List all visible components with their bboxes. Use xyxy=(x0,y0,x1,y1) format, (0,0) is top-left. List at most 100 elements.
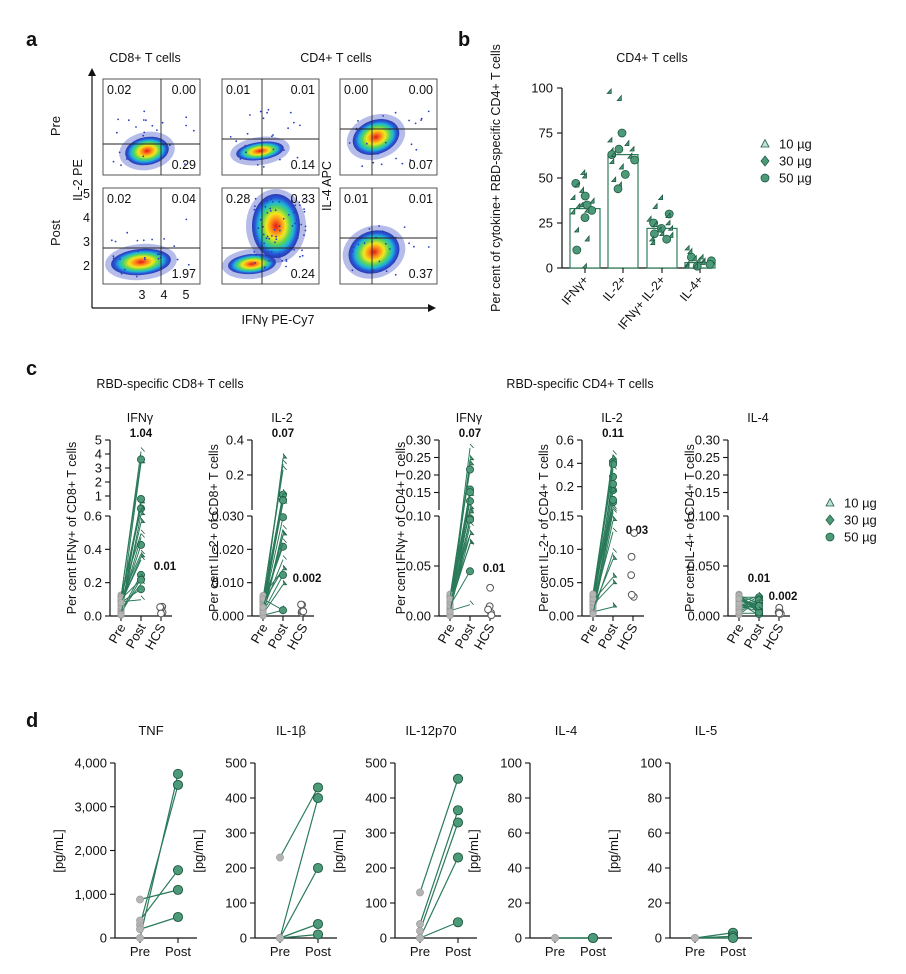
d-xtick-label: Pre xyxy=(685,944,705,959)
b-point xyxy=(662,234,672,244)
b-point xyxy=(668,231,674,238)
c-post-point xyxy=(612,450,617,455)
flow-event-dot xyxy=(118,151,121,154)
c-ytick-label: 0.6 xyxy=(556,433,574,448)
legend-marker xyxy=(825,532,835,542)
c-post-point xyxy=(612,527,617,533)
flow-plot: 0.28 0.33 0.24 xyxy=(221,187,320,285)
c-hcs-value: 0.002 xyxy=(769,591,798,603)
c-hcs-value: 0.01 xyxy=(154,561,177,573)
b-point xyxy=(573,226,580,233)
d-pre-point xyxy=(416,920,424,928)
d-ytick-label: 300 xyxy=(225,826,247,841)
d-plot-title: IL-5 xyxy=(695,723,717,738)
c-post-point xyxy=(469,540,474,545)
b-point xyxy=(665,219,671,226)
flow-event-dot xyxy=(290,201,293,203)
c-hcs-point xyxy=(487,611,496,620)
d-post-point xyxy=(172,768,184,779)
c-pre-point xyxy=(446,608,454,616)
flow-event-dot xyxy=(385,270,388,273)
c-hcs-point xyxy=(157,609,165,618)
flow-event-dot xyxy=(403,226,406,229)
c-ytick-label: 0.25 xyxy=(695,450,720,465)
c-post-point xyxy=(469,600,474,605)
flow-event-dot xyxy=(255,254,257,257)
b-point xyxy=(606,87,612,94)
c-post-point xyxy=(140,504,146,510)
b-point xyxy=(620,169,630,179)
d-post-point xyxy=(452,805,464,816)
d-ytick-label: 3,000 xyxy=(74,799,107,814)
c-pair-line xyxy=(120,508,142,598)
flow-event-dot xyxy=(161,121,164,124)
c-plot-ylabel: Per cent IL-2+ of CD8+ T cells xyxy=(207,444,221,612)
c-post-point xyxy=(282,453,288,459)
legend-label: 10 µg xyxy=(844,496,877,511)
flow-event-dot xyxy=(271,235,273,237)
c-ytick-label: 1 xyxy=(95,489,102,504)
c-hcs-point xyxy=(775,609,784,618)
flow-event-dot xyxy=(361,165,364,168)
c-plot-ylabel: Per cent IFNγ+ of CD4+ T cells xyxy=(394,442,408,615)
flow-event-dot xyxy=(192,129,195,132)
c-ytick-label: 0.000 xyxy=(211,609,244,624)
c-pre-point xyxy=(117,599,125,607)
b-ytick-label: 25 xyxy=(539,216,553,231)
c-post-value: 0.07 xyxy=(459,428,481,440)
c-ytick-label: 0.30 xyxy=(695,433,720,448)
c-post-point xyxy=(469,538,475,544)
c-hcs-point xyxy=(627,552,636,561)
b-point xyxy=(581,171,587,179)
flow-event-dot xyxy=(123,268,126,271)
c-hcs-value: 0.01 xyxy=(483,563,506,575)
c-post-point xyxy=(465,465,474,474)
flow-event-dot xyxy=(301,249,303,252)
d-ytick-label: 40 xyxy=(508,861,522,876)
d-plot-ylabel: [pg/mL] xyxy=(331,829,346,872)
b-point xyxy=(617,128,627,138)
flow-event-dot xyxy=(156,129,158,132)
c-post-point xyxy=(282,465,287,471)
flow-event-dot xyxy=(127,119,130,122)
flow-event-dot xyxy=(303,234,305,237)
c-pair-line xyxy=(262,463,284,601)
c-hcs-value: 0.002 xyxy=(293,573,322,585)
d-ytick-label: 1,000 xyxy=(74,887,107,902)
flow-event-dot xyxy=(157,257,160,260)
flow-event-dot xyxy=(297,234,299,237)
d-post-point xyxy=(312,782,324,793)
c-pair-line xyxy=(738,598,760,612)
flow-event-dot xyxy=(245,151,247,154)
d-plot: IL-4 [pg/mL] 0 20 40 60 80 100 Pre Post xyxy=(466,723,612,959)
c-xtick-label: HCS xyxy=(142,621,169,653)
flow-density-blob xyxy=(348,230,400,274)
y-arrow-head xyxy=(88,68,96,76)
c-ytick-label: 0.15 xyxy=(549,509,574,524)
flow-event-dot xyxy=(275,235,277,238)
b-point xyxy=(691,254,697,262)
flow-event-dot xyxy=(275,238,278,241)
flow-event-dot xyxy=(295,219,298,221)
c-pre-point xyxy=(735,595,743,603)
flow-event-dot xyxy=(274,209,277,212)
b-point xyxy=(630,155,639,165)
flow-event-dot xyxy=(163,238,166,240)
c-ytick-label: 0.6 xyxy=(84,509,102,524)
row-label-post: Post xyxy=(48,220,63,246)
flow-event-dot xyxy=(395,157,397,160)
c-hcs-point xyxy=(484,605,492,614)
flow-event-dot xyxy=(394,111,397,114)
b-ytick-label: 0 xyxy=(546,261,553,276)
c-ytick-label: 0.00 xyxy=(549,609,574,624)
b-point xyxy=(650,229,659,239)
flow-event-dot xyxy=(268,260,271,262)
d-plot-ylabel: [pg/mL] xyxy=(466,829,481,872)
c-ytick-label: 0.100 xyxy=(687,509,720,524)
flow-event-dot xyxy=(235,140,238,143)
flow-event-dot xyxy=(394,258,397,260)
c-post-point xyxy=(278,606,287,615)
flow-event-dot xyxy=(291,199,293,202)
flow-event-dot xyxy=(269,207,272,210)
